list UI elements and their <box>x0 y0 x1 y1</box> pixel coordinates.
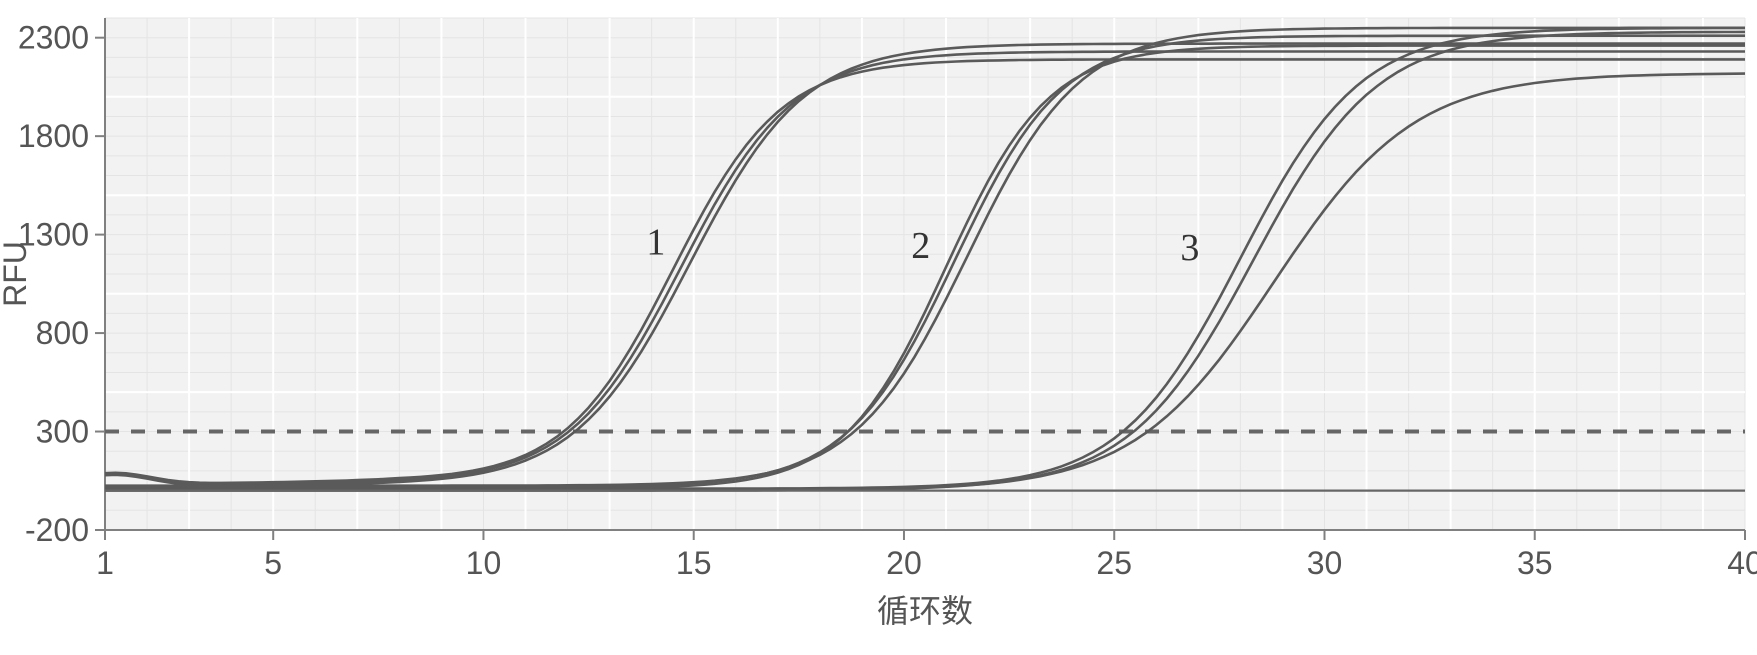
group-label-1: 1 <box>646 221 665 263</box>
x-axis-ticks: 1510152025303540 <box>96 530 1757 581</box>
x-tick-label: 20 <box>886 545 922 581</box>
y-tick-label: 300 <box>36 414 89 450</box>
x-tick-label: 35 <box>1517 545 1553 581</box>
group-label-3: 3 <box>1180 227 1199 269</box>
x-axis-title: 循环数 <box>877 593 973 629</box>
x-tick-label: 5 <box>264 545 282 581</box>
x-tick-label: 40 <box>1727 545 1757 581</box>
y-tick-label: 2300 <box>18 20 89 56</box>
x-tick-label: 25 <box>1096 545 1132 581</box>
group-label-2: 2 <box>911 225 930 267</box>
y-axis-title: RFU <box>0 241 33 307</box>
y-tick-label: -200 <box>25 512 89 548</box>
x-tick-label: 15 <box>676 545 712 581</box>
x-tick-label: 30 <box>1307 545 1343 581</box>
x-tick-label: 10 <box>466 545 502 581</box>
y-tick-label: 800 <box>36 315 89 351</box>
y-tick-label: 1800 <box>18 118 89 154</box>
x-tick-label: 1 <box>96 545 114 581</box>
amplification-chart: 1510152025303540 -200300800130018002300 … <box>0 0 1757 655</box>
